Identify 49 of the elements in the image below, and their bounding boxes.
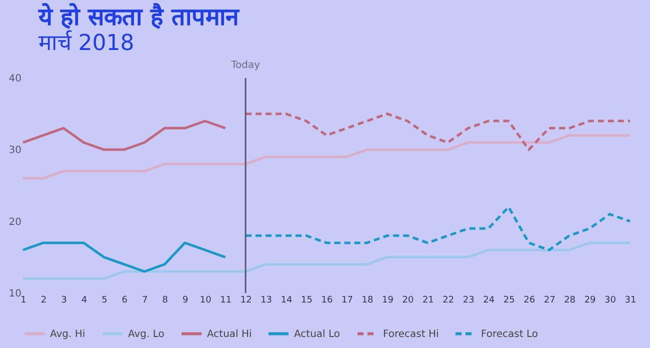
x-tick-label: 7 [142,296,148,306]
legend-label: Forecast Lo [481,328,538,340]
x-tick-label: 14 [280,296,293,306]
x-tick-label: 18 [362,296,374,306]
x-tick-label: 11 [220,296,232,306]
x-tick-label: 30 [604,296,616,306]
legend-label: Avg. Hi [50,328,86,340]
x-tick-label: 13 [260,296,272,306]
x-tick-label: 8 [162,296,168,306]
x-tick-label: 10 [200,296,212,306]
x-tick-label: 29 [584,296,596,306]
line-series [244,206,632,252]
x-tick-label: 5 [102,296,108,306]
line-series [22,242,227,273]
line-series [22,120,227,151]
x-tick-label: 23 [462,296,474,306]
x-tick-label: 4 [81,296,88,306]
x-tick-label: 25 [503,296,515,306]
line-series [22,134,632,180]
line-series [244,112,632,151]
x-tick-label: 1 [20,296,26,306]
x-tick-label: 27 [544,296,556,306]
line-series [22,242,632,280]
y-tick-label: 40 [8,74,22,84]
x-tick-label: 20 [402,296,414,306]
x-tick-label: 24 [483,296,495,306]
legend-label: Avg. Lo [128,328,164,340]
x-tick-label: 2 [40,296,47,306]
legend-label: Actual Hi [207,328,252,340]
x-tick-label: 31 [624,296,636,306]
x-tick-label: 28 [564,296,576,306]
chart-subtitle: मार्च 2018 [38,30,134,56]
y-tick-label: 20 [8,216,22,228]
x-tick-label: 21 [422,296,434,306]
x-tick-label: 6 [122,296,128,306]
x-tick-label: 19 [382,296,394,306]
x-tick-label: 22 [442,296,454,306]
legend-label: Forecast Hi [383,328,439,340]
x-tick-label: 12 [240,296,252,306]
x-tick-label: 15 [301,296,312,306]
legend-label: Actual Lo [294,328,340,340]
y-tick-label: 30 [8,145,22,156]
x-tick-label: 9 [182,296,188,306]
chart-title: ये हो सकता है तापमान [37,3,241,31]
x-tick-label: 3 [61,296,67,306]
x-tick-label: 26 [524,296,536,306]
ref-line-label: Today [230,60,260,71]
x-tick-label: 16 [321,296,333,306]
x-tick-label: 17 [342,296,353,306]
